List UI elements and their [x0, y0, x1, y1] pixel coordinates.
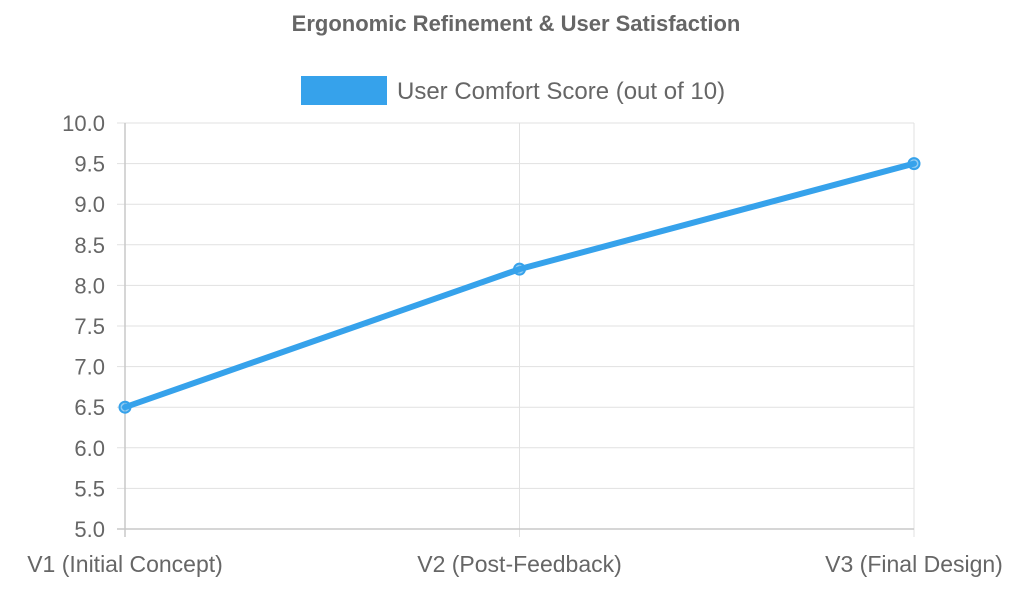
legend-swatch-comfort-score[interactable]: [301, 76, 387, 105]
legend[interactable]: User Comfort Score (out of 10): [301, 76, 725, 105]
x-tick-label: V3 (Final Design): [825, 551, 1003, 577]
y-tick-label: 8.5: [74, 233, 105, 258]
data-point: [118, 400, 132, 414]
y-tick-label: 6.0: [74, 436, 105, 461]
grid-lines: [117, 122, 915, 537]
y-tick-label: 7.5: [74, 314, 105, 339]
data-point: [513, 262, 526, 276]
y-tick-label: 5.5: [74, 476, 105, 501]
y-tick-label: 9.0: [74, 192, 105, 217]
x-axis-tick-labels: V1 (Initial Concept) V2 (Post-Feedback) V3…: [27, 551, 1003, 577]
x-tick-label: V2 (Post-Feedback): [417, 551, 622, 577]
y-tick-label: 5.0: [74, 517, 105, 542]
y-tick-label: 6.5: [74, 395, 105, 420]
chart-title: Ergonomic Refinement & User Satisfaction: [292, 11, 741, 36]
legend-label-comfort-score[interactable]: User Comfort Score (out of 10): [397, 78, 725, 105]
y-tick-label: 9.5: [74, 152, 105, 177]
y-tick-label: 8.0: [74, 273, 105, 298]
data-point: [907, 157, 921, 171]
x-tick-label: V1 (Initial Concept): [27, 551, 223, 577]
axes: [117, 123, 914, 537]
series-user-comfort-score: [118, 157, 921, 414]
y-axis-tick-labels: 10.0 9.5 9.0 8.5 8.0 7.5 7.0 6.5 6.0 5.5 5.0: [62, 111, 105, 542]
y-tick-label: 10.0: [62, 111, 105, 136]
y-tick-label: 7.0: [74, 355, 105, 380]
